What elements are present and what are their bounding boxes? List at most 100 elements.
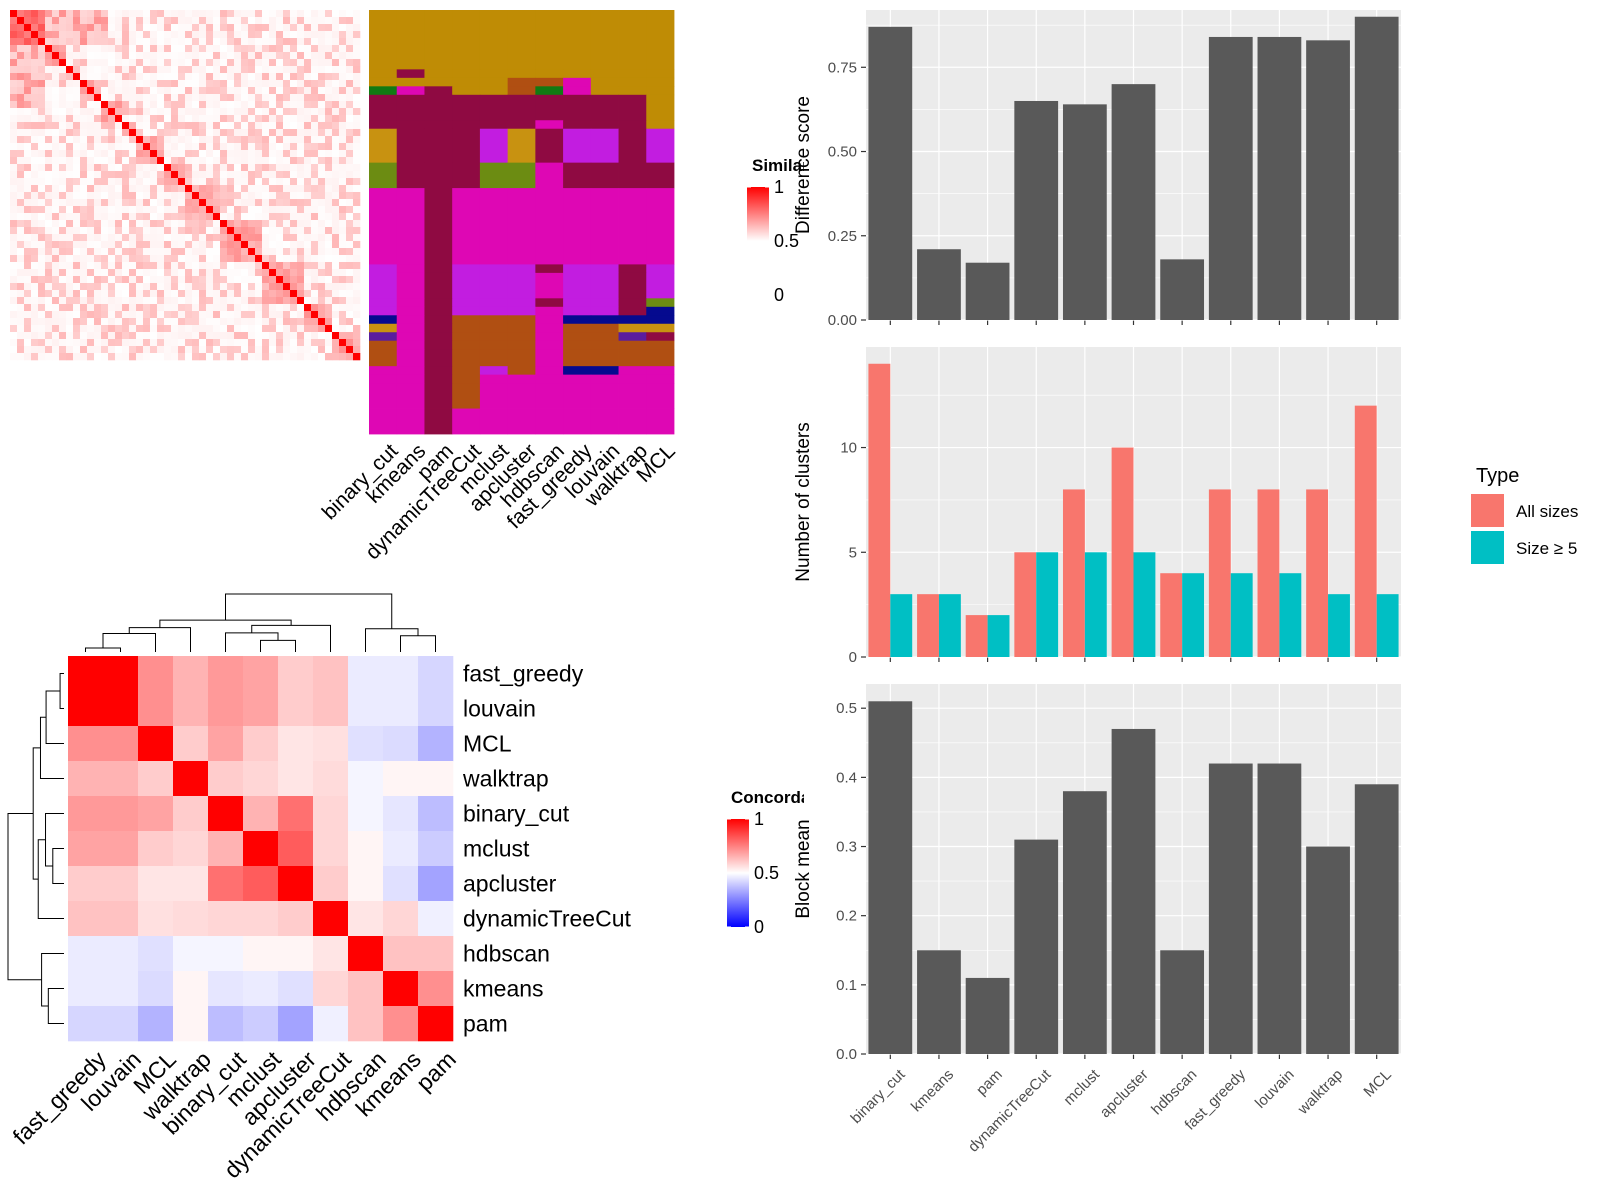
x-tick-label: kmeans [908, 1066, 957, 1115]
similarity-cell [192, 17, 200, 25]
similarity-cell [290, 45, 298, 53]
similarity-cell [31, 339, 39, 347]
similarity-cell [143, 24, 151, 32]
similarity-cell [115, 311, 123, 319]
similarity-cell [171, 262, 179, 270]
similarity-cell [199, 38, 207, 46]
similarity-cell [157, 115, 165, 123]
similarity-cell [248, 59, 256, 67]
membership-cell [646, 298, 675, 308]
similarity-cell [227, 87, 235, 95]
similarity-cell [157, 304, 165, 312]
similarity-cell [290, 311, 298, 319]
similarity-cell [297, 66, 305, 74]
membership-cell [452, 69, 481, 79]
membership-cell [396, 315, 425, 325]
similarity-cell [227, 220, 235, 228]
similarity-cell [94, 178, 102, 186]
similarity-cell [199, 220, 207, 228]
similarity-cell [213, 80, 221, 88]
similarity-cell [255, 94, 263, 102]
similarity-cell [108, 66, 116, 74]
membership-cell [479, 315, 509, 325]
similarity-cell [206, 171, 214, 179]
similarity-cell [185, 178, 193, 186]
similarity-cell [290, 115, 298, 123]
similarity-cell [80, 178, 88, 186]
similarity-cell [304, 136, 312, 144]
membership-cell [479, 128, 509, 164]
similarity-cell [108, 59, 116, 67]
similarity-cell [108, 325, 116, 333]
similarity-cell [164, 220, 172, 228]
similarity-cell [227, 66, 235, 74]
similarity-cell [304, 157, 312, 165]
membership-cell [646, 349, 675, 367]
similarity-cell [73, 199, 81, 207]
similarity-cell [108, 290, 116, 298]
similarity-cell [332, 38, 340, 46]
similarity-cell [234, 234, 242, 242]
similarity-cell [24, 129, 32, 137]
similarity-cell [38, 304, 46, 312]
similarity-cell [262, 276, 270, 284]
membership-cell [618, 77, 647, 87]
similarity-cell [136, 73, 144, 81]
similarity-cell [45, 150, 53, 158]
similarity-cell [94, 262, 102, 270]
similarity-cell [346, 304, 354, 312]
similarity-cell [248, 269, 256, 277]
similarity-cell [185, 115, 193, 123]
similarity-cell [136, 38, 144, 46]
similarity-cell [318, 101, 326, 109]
similarity-cell [304, 346, 312, 354]
similarity-cell [304, 192, 312, 200]
similarity-cell [220, 220, 228, 228]
similarity-cell [143, 227, 151, 235]
similarity-cell [38, 311, 46, 319]
similarity-cell [122, 38, 130, 46]
similarity-cell [185, 220, 193, 228]
similarity-cell [10, 332, 18, 340]
similarity-cell [248, 136, 256, 144]
similarity-cell [332, 143, 340, 151]
similarity-cell [17, 290, 25, 298]
similarity-cell [346, 129, 354, 137]
similarity-cell [311, 122, 319, 130]
similarity-cell [80, 73, 88, 81]
similarity-cell [101, 136, 109, 144]
similarity-cell [206, 332, 214, 340]
similarity-cell [255, 66, 263, 74]
similarity-cell [346, 248, 354, 256]
similarity-cell [346, 185, 354, 193]
similarity-cell [318, 325, 326, 333]
similarity-cell [31, 283, 39, 291]
similarity-cell [115, 318, 123, 326]
similarity-cell [185, 304, 193, 312]
concordance-cell [348, 971, 384, 1007]
similarity-cell [227, 10, 235, 18]
similarity-cell [297, 150, 305, 158]
similarity-cell [87, 59, 95, 67]
concordance-cell [278, 1006, 314, 1042]
similarity-cell [262, 185, 270, 193]
similarity-cell [325, 332, 333, 340]
similarity-cell [129, 199, 137, 207]
similarity-cell [52, 17, 60, 25]
similarity-cell [24, 227, 32, 235]
similarity-cell [339, 346, 347, 354]
similarity-cell [325, 122, 333, 130]
similarity-cell [24, 255, 32, 263]
similarity-cell [220, 346, 228, 354]
bar [1111, 728, 1156, 1054]
similarity-cell [17, 255, 25, 263]
similarity-cell [325, 164, 333, 172]
legend-key-all-sizes [1471, 494, 1504, 527]
similarity-cell [227, 339, 235, 347]
similarity-cell [38, 227, 46, 235]
similarity-cell [52, 115, 60, 123]
similarity-cell [150, 24, 158, 32]
similarity-cell [59, 10, 67, 18]
membership-cell [646, 323, 675, 333]
concordance-cell [278, 866, 314, 902]
